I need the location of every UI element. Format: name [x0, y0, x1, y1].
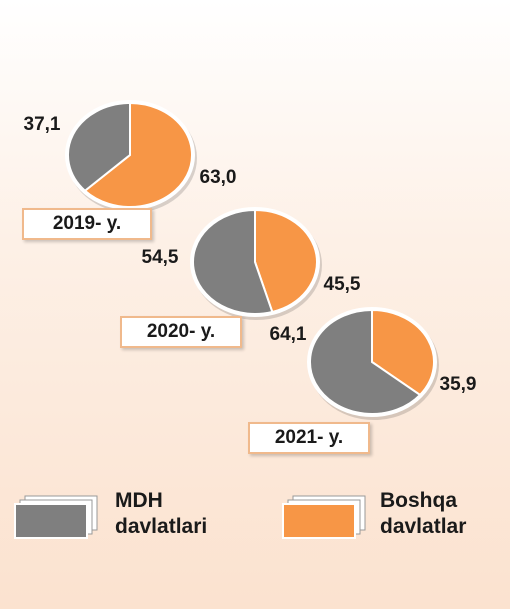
pie-slice: [83, 101, 193, 208]
legend-label: Boshqa davlatlar: [380, 489, 467, 538]
data-label: 45,5: [324, 274, 361, 295]
legend-icon-gray: [14, 495, 98, 539]
legend-icon-orange: [282, 495, 366, 539]
data-label: 63,0: [200, 167, 237, 188]
data-label: 54,5: [142, 247, 179, 268]
pie-slice: [254, 208, 318, 314]
data-label: 37,1: [24, 114, 61, 135]
legend-label: MDH davlatlari: [115, 489, 208, 538]
pie-slice: [309, 308, 422, 415]
pie-title: 2019- y.: [22, 208, 152, 240]
pie-title: 2021- y.: [248, 422, 370, 454]
pie-slice: [67, 101, 131, 193]
pie-slice: [192, 208, 274, 315]
pie-slice: [371, 308, 435, 397]
data-label: 35,9: [440, 374, 477, 395]
pie-title: 2020- y.: [120, 316, 242, 348]
data-label: 64,1: [270, 324, 307, 345]
